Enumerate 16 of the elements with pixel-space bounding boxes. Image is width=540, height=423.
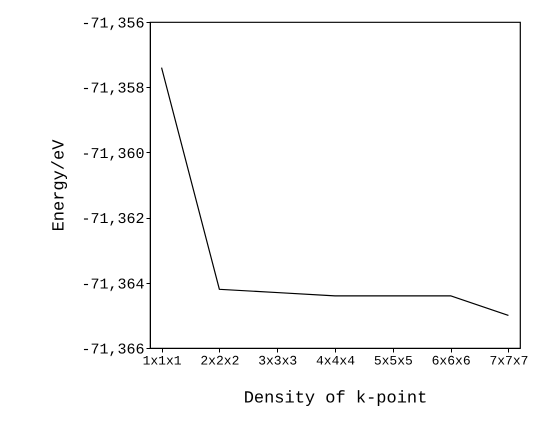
x-tick-label: 5x5x5 [374, 354, 413, 368]
y-tick-label: -71,356 [81, 16, 144, 32]
x-tick-label: 6x6x6 [432, 354, 471, 368]
y-tick-label: -71,366 [81, 342, 144, 358]
x-tick-label: 3x3x3 [258, 354, 298, 368]
x-tick-label: 2x2x2 [200, 354, 240, 368]
x-tick-label: 7x7x7 [489, 354, 528, 368]
x-tick-label: 4x4x4 [316, 354, 356, 368]
y-tick-label: -71,364 [81, 276, 144, 294]
x-axis-title: Density of k-point [244, 390, 428, 408]
line-series [160, 67, 510, 316]
y-tick-label: -71,360 [81, 146, 144, 163]
y-tick-label: -71,362 [81, 211, 144, 228]
y-axis-title: Energy/eV [50, 138, 70, 232]
y-tick-label: -71,358 [81, 80, 144, 98]
x-tick-label: 1x1x1 [142, 354, 182, 368]
